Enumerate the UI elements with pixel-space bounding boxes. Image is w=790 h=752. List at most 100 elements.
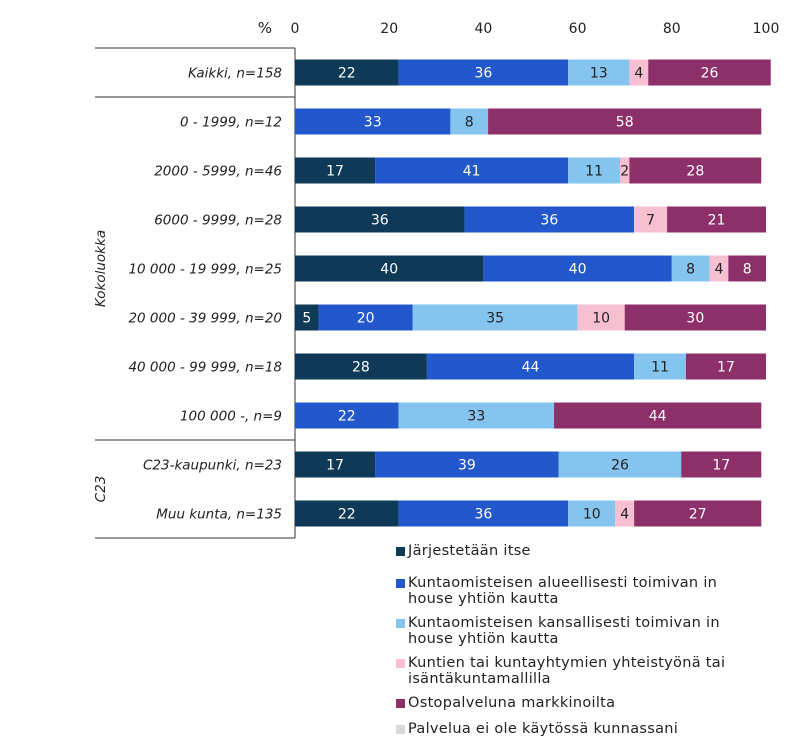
bar-value-label: 13 bbox=[590, 66, 608, 82]
bar-value-label: 8 bbox=[465, 115, 474, 131]
bar-value-label: 8 bbox=[743, 262, 752, 278]
bar-segment bbox=[295, 108, 451, 135]
bar-segment bbox=[450, 108, 489, 135]
legend-label: Palvelua ei ole käytössä kunnassani bbox=[408, 721, 679, 737]
bar-segment bbox=[295, 157, 376, 184]
legend-label: Ostopalveluna markkinoilta bbox=[408, 695, 616, 711]
bar-value-label: 36 bbox=[540, 213, 558, 229]
bar-segment bbox=[624, 304, 766, 331]
legend-swatch bbox=[396, 659, 405, 668]
bar-value-label: 11 bbox=[585, 164, 603, 180]
legend-swatch bbox=[396, 699, 405, 708]
bar-value-label: 7 bbox=[646, 213, 655, 229]
category-label: 20 000 - 39 999, n=20 bbox=[128, 311, 282, 327]
bar-value-label: 41 bbox=[463, 164, 481, 180]
bar-value-label: 36 bbox=[474, 66, 492, 82]
category-label: Muu kunta, n=135 bbox=[156, 507, 282, 523]
bar-value-label: 36 bbox=[371, 213, 389, 229]
legend-label: Kuntaomisteisen kansallisesti toimivan i… bbox=[408, 615, 720, 647]
x-tick-label: 40 bbox=[474, 21, 492, 37]
bar-segment bbox=[295, 402, 399, 429]
legend-item: Järjestetään itse bbox=[396, 543, 741, 559]
bar-segment bbox=[681, 451, 762, 478]
category-label: 2000 - 5999, n=46 bbox=[154, 164, 282, 180]
bar-value-label: 33 bbox=[364, 115, 382, 131]
category-label: 10 000 - 19 999, n=25 bbox=[128, 262, 282, 278]
legend-label: Järjestetään itse bbox=[408, 543, 531, 559]
bar-segment bbox=[375, 451, 559, 478]
bar-segment bbox=[295, 353, 427, 380]
legend-item: Kuntaomisteisen kansallisesti toimivan i… bbox=[396, 615, 741, 647]
bar-segment bbox=[629, 157, 762, 184]
legend-label: Kuntien tai kuntayhtymien yhteistyönä ta… bbox=[408, 655, 726, 687]
legend-swatch bbox=[396, 579, 405, 588]
bar-segment bbox=[554, 402, 762, 429]
bar-value-label: 22 bbox=[338, 66, 356, 82]
bar-segment bbox=[398, 402, 555, 429]
bar-value-label: 28 bbox=[352, 360, 370, 376]
bar-value-label: 4 bbox=[714, 262, 723, 278]
bar-value-label: 26 bbox=[611, 458, 629, 474]
category-label: 0 - 1999, n=12 bbox=[180, 115, 282, 131]
bar-segment bbox=[375, 157, 569, 184]
bar-value-label: 40 bbox=[380, 262, 398, 278]
x-tick-label: 20 bbox=[380, 21, 398, 37]
bar-value-label: 33 bbox=[467, 409, 485, 425]
bar-segment bbox=[558, 451, 682, 478]
bar-value-label: 20 bbox=[357, 311, 375, 327]
bar-segment bbox=[464, 206, 635, 233]
bar-segment bbox=[568, 500, 616, 527]
legend-item: Kuntaomisteisen alueellisesti toimivan i… bbox=[396, 575, 741, 607]
bar-segment bbox=[634, 353, 686, 380]
bar-segment bbox=[685, 353, 766, 380]
group-label: Kokoluokka bbox=[93, 230, 109, 307]
bar-segment bbox=[295, 500, 399, 527]
bar-value-label: 36 bbox=[474, 507, 492, 523]
bar-value-label: 30 bbox=[686, 311, 704, 327]
bar-segment bbox=[568, 157, 620, 184]
category-label: 40 000 - 99 999, n=18 bbox=[128, 360, 282, 376]
legend-label: Kuntaomisteisen alueellisesti toimivan i… bbox=[408, 575, 718, 607]
x-axis-label: % bbox=[258, 19, 272, 37]
bar-segment bbox=[426, 353, 635, 380]
bar-segment bbox=[648, 59, 771, 86]
bar-value-label: 4 bbox=[620, 507, 629, 523]
x-tick-label: 0 bbox=[291, 21, 300, 37]
bar-segment bbox=[295, 59, 399, 86]
bar-value-label: 17 bbox=[712, 458, 730, 474]
bar-value-label: 58 bbox=[616, 115, 634, 131]
bar-segment bbox=[398, 59, 569, 86]
legend-swatch bbox=[396, 619, 405, 628]
bar-value-label: 22 bbox=[338, 507, 356, 523]
bar-segment bbox=[629, 59, 649, 86]
bar-segment bbox=[295, 451, 376, 478]
category-label: 100 000 -, n=9 bbox=[180, 409, 282, 425]
bar-value-label: 10 bbox=[592, 311, 610, 327]
bar-segment bbox=[667, 206, 766, 233]
bar-segment bbox=[634, 206, 668, 233]
bar-segment bbox=[728, 255, 766, 282]
legend-swatch bbox=[396, 725, 405, 734]
bar-value-label: 2 bbox=[620, 164, 629, 180]
bar-segment bbox=[318, 304, 413, 331]
x-tick-label: 100 bbox=[753, 21, 780, 37]
bar-value-label: 8 bbox=[686, 262, 695, 278]
bar-value-label: 22 bbox=[338, 409, 356, 425]
x-tick-label: 80 bbox=[663, 21, 681, 37]
bar-segment bbox=[619, 157, 630, 184]
bar-segment bbox=[709, 255, 729, 282]
bar-segment bbox=[483, 255, 672, 282]
category-label: 6000 - 9999, n=28 bbox=[154, 213, 282, 229]
bar-segment bbox=[295, 255, 484, 282]
bar-value-label: 27 bbox=[689, 507, 707, 523]
bar-value-label: 35 bbox=[486, 311, 504, 327]
group-label: C23 bbox=[93, 476, 109, 503]
legend-item: Ostopalveluna markkinoilta bbox=[396, 695, 741, 711]
bar-value-label: 10 bbox=[583, 507, 601, 523]
legend-swatch bbox=[396, 547, 405, 556]
legend-item: Palvelua ei ole käytössä kunnassani bbox=[396, 721, 741, 737]
category-label: Kaikki, n=158 bbox=[188, 66, 282, 82]
bar-value-label: 5 bbox=[302, 311, 311, 327]
bar-segment bbox=[577, 304, 625, 331]
